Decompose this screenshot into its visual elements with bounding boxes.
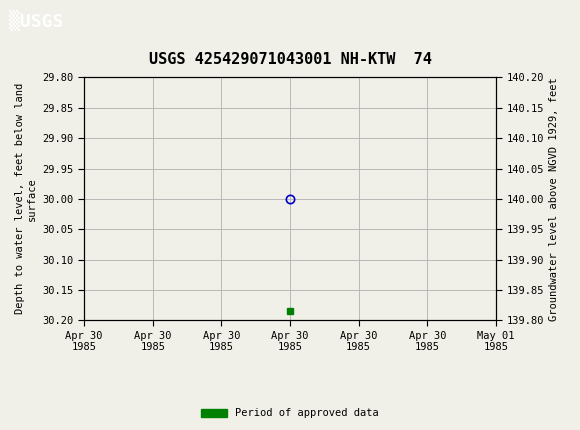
Y-axis label: Depth to water level, feet below land
surface: Depth to water level, feet below land su… (15, 83, 37, 314)
Text: ▒USGS: ▒USGS (9, 10, 63, 31)
Legend: Period of approved data: Period of approved data (197, 404, 383, 423)
Text: USGS 425429071043001 NH-KTW  74: USGS 425429071043001 NH-KTW 74 (148, 52, 432, 67)
Y-axis label: Groundwater level above NGVD 1929, feet: Groundwater level above NGVD 1929, feet (549, 77, 559, 321)
